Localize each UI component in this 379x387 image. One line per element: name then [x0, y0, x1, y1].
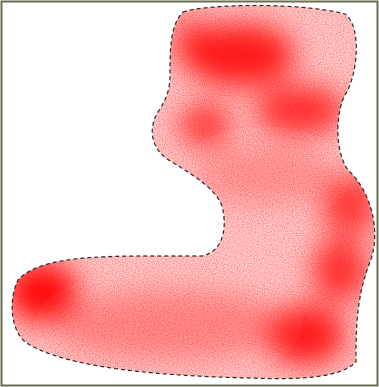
region-outline [11, 4, 376, 380]
